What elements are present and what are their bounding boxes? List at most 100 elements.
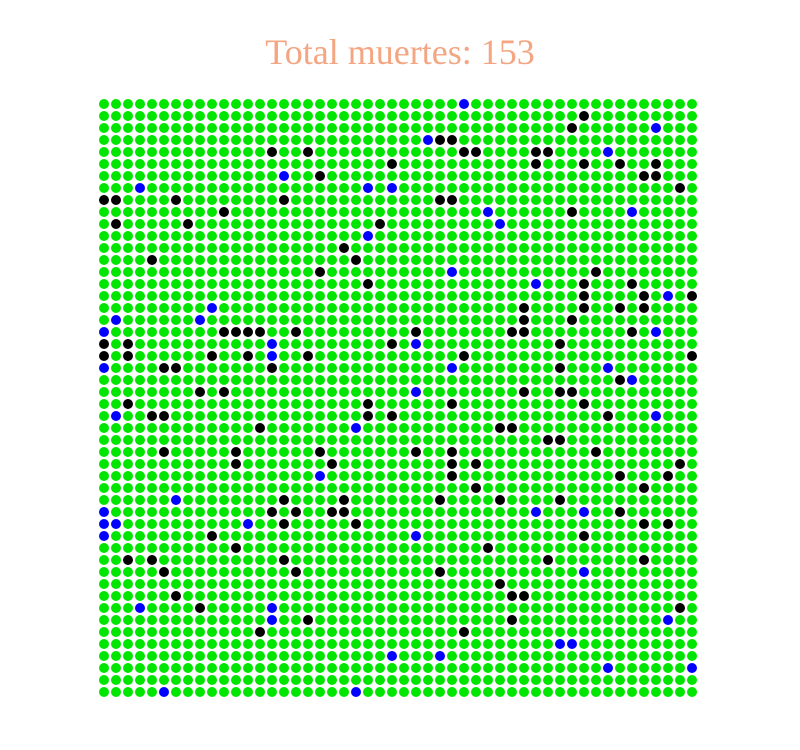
cell-alive <box>243 171 253 181</box>
cell-alive <box>471 351 481 361</box>
cell-alive <box>651 387 661 397</box>
cell-alive <box>315 435 325 445</box>
cell-alive <box>471 471 481 481</box>
cell-alive <box>459 327 469 337</box>
cell-dead <box>591 267 601 277</box>
cell-alive <box>219 591 229 601</box>
cell-alive <box>279 339 289 349</box>
cell-alive <box>543 219 553 229</box>
cell-alive <box>159 591 169 601</box>
cell-alive <box>543 471 553 481</box>
cell-alive <box>123 615 133 625</box>
cell-alive <box>579 327 589 337</box>
cell-alive <box>363 615 373 625</box>
cell-alive <box>471 435 481 445</box>
cell-alive <box>255 651 265 661</box>
cell-dead <box>531 159 541 169</box>
cell-alive <box>183 519 193 529</box>
cell-alive <box>255 507 265 517</box>
cell-alive <box>231 651 241 661</box>
cell-alive <box>387 579 397 589</box>
cell-dead <box>471 147 481 157</box>
cell-dead <box>675 459 685 469</box>
cell-alive <box>135 627 145 637</box>
cell-alive <box>183 567 193 577</box>
cell-dead <box>519 387 529 397</box>
cell-alive <box>339 567 349 577</box>
cell-alive <box>663 315 673 325</box>
cell-alive <box>423 507 433 517</box>
cell-alive <box>423 99 433 109</box>
cell-alive <box>111 159 121 169</box>
cell-alive <box>99 291 109 301</box>
cell-alive <box>279 327 289 337</box>
cell-alive <box>195 183 205 193</box>
cell-alive <box>111 387 121 397</box>
cell-alive <box>243 339 253 349</box>
cell-alive <box>615 627 625 637</box>
cell-dead <box>543 147 553 157</box>
cell-alive <box>519 531 529 541</box>
cell-dead <box>279 495 289 505</box>
cell-alive <box>147 339 157 349</box>
cell-dead <box>291 507 301 517</box>
cell-alive <box>567 591 577 601</box>
cell-alive <box>567 279 577 289</box>
cell-alive <box>279 123 289 133</box>
cell-alive <box>603 291 613 301</box>
cell-alive <box>483 459 493 469</box>
cell-alive <box>399 111 409 121</box>
cell-alive <box>375 543 385 553</box>
cell-alive <box>147 195 157 205</box>
cell-alive <box>279 435 289 445</box>
cell-alive <box>159 207 169 217</box>
cell-alive <box>231 195 241 205</box>
cell-alive <box>387 471 397 481</box>
cell-alive <box>363 123 373 133</box>
cell-alive <box>243 543 253 553</box>
cell-alive <box>423 555 433 565</box>
cell-alive <box>339 615 349 625</box>
cell-alive <box>507 411 517 421</box>
cell-alive <box>603 135 613 145</box>
cell-alive <box>171 651 181 661</box>
cell-alive <box>375 159 385 169</box>
cell-alive <box>591 675 601 685</box>
cell-alive <box>519 339 529 349</box>
cell-alive <box>183 471 193 481</box>
cell-alive <box>363 255 373 265</box>
cell-alive <box>231 399 241 409</box>
cell-infected <box>495 219 505 229</box>
cell-alive <box>627 339 637 349</box>
cell-alive <box>555 327 565 337</box>
cell-alive <box>507 231 517 241</box>
cell-alive <box>303 339 313 349</box>
cell-alive <box>315 387 325 397</box>
cell-alive <box>375 423 385 433</box>
cell-alive <box>387 531 397 541</box>
cell-alive <box>267 399 277 409</box>
cell-alive <box>315 183 325 193</box>
cell-alive <box>627 411 637 421</box>
cell-alive <box>231 159 241 169</box>
cell-alive <box>615 639 625 649</box>
cell-alive <box>195 423 205 433</box>
cell-alive <box>255 639 265 649</box>
cell-alive <box>615 651 625 661</box>
cell-alive <box>399 603 409 613</box>
cell-alive <box>459 639 469 649</box>
cell-alive <box>159 435 169 445</box>
cell-dead <box>651 171 661 181</box>
cell-alive <box>543 303 553 313</box>
cell-alive <box>183 555 193 565</box>
cell-alive <box>591 399 601 409</box>
cell-alive <box>411 651 421 661</box>
cell-alive <box>279 411 289 421</box>
cell-alive <box>207 507 217 517</box>
cell-alive <box>507 579 517 589</box>
cell-alive <box>411 147 421 157</box>
cell-alive <box>423 351 433 361</box>
cell-alive <box>471 639 481 649</box>
cell-alive <box>255 159 265 169</box>
cell-alive <box>339 399 349 409</box>
